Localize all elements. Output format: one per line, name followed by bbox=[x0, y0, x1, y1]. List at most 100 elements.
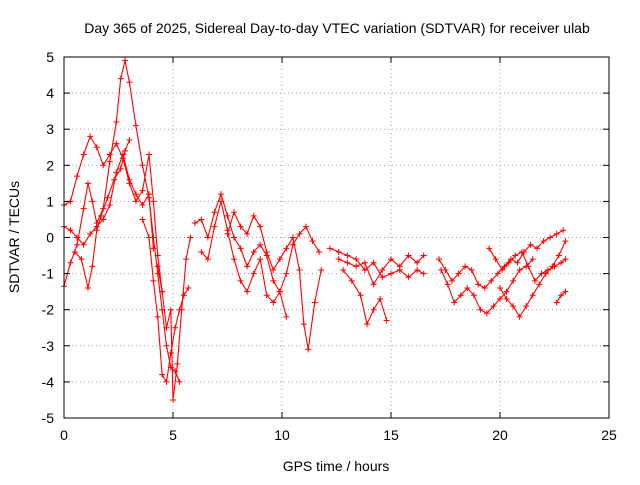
data-point bbox=[67, 227, 74, 234]
series-line bbox=[499, 240, 566, 318]
y-tick-label: -4 bbox=[42, 374, 55, 390]
data-point bbox=[379, 274, 386, 281]
data-point bbox=[204, 234, 211, 241]
data-point bbox=[449, 277, 456, 284]
data-point bbox=[344, 259, 351, 266]
data-point bbox=[172, 324, 179, 331]
data-point bbox=[224, 230, 231, 237]
data-point bbox=[126, 137, 133, 144]
data-point bbox=[198, 216, 205, 223]
data-point bbox=[198, 248, 205, 255]
data-point bbox=[67, 259, 74, 266]
data-point bbox=[464, 285, 471, 292]
data-point bbox=[420, 252, 427, 259]
data-point bbox=[516, 313, 523, 320]
y-tick-label: 1 bbox=[46, 193, 54, 209]
data-point bbox=[414, 259, 421, 266]
data-point bbox=[98, 212, 105, 219]
data-point bbox=[534, 245, 541, 252]
data-point bbox=[100, 162, 107, 169]
data-point bbox=[503, 295, 510, 302]
data-point bbox=[257, 223, 264, 230]
data-point bbox=[283, 245, 290, 252]
x-tick-label: 10 bbox=[274, 427, 290, 443]
y-tick-label: -1 bbox=[42, 266, 55, 282]
data-point bbox=[224, 212, 231, 219]
data-point bbox=[316, 248, 323, 255]
data-point bbox=[204, 256, 211, 263]
data-point bbox=[132, 122, 139, 129]
data-point bbox=[176, 378, 183, 385]
data-point bbox=[100, 216, 107, 223]
data-point bbox=[244, 263, 251, 270]
data-point bbox=[510, 277, 517, 284]
data-point bbox=[492, 256, 499, 263]
data-point bbox=[370, 306, 377, 313]
series-sat-f bbox=[154, 234, 194, 403]
data-point bbox=[132, 191, 139, 198]
data-point bbox=[117, 75, 124, 82]
x-tick-label: 25 bbox=[601, 427, 617, 443]
y-tick-label: -3 bbox=[42, 338, 55, 354]
data-point bbox=[353, 256, 360, 263]
series-sat-e bbox=[139, 216, 192, 385]
data-point bbox=[93, 227, 100, 234]
data-point bbox=[104, 194, 111, 201]
series-sat-o bbox=[486, 245, 569, 284]
data-point bbox=[309, 238, 316, 245]
data-point bbox=[497, 295, 503, 302]
data-point bbox=[183, 256, 190, 263]
data-point bbox=[89, 263, 96, 270]
data-point bbox=[211, 209, 218, 216]
data-point bbox=[217, 191, 224, 198]
data-point bbox=[553, 230, 560, 237]
data-point bbox=[172, 368, 179, 375]
data-point bbox=[106, 202, 113, 209]
data-point bbox=[283, 313, 290, 320]
x-tick-label: 5 bbox=[169, 427, 177, 443]
series-line bbox=[226, 211, 322, 350]
data-point bbox=[361, 266, 368, 273]
series-line bbox=[200, 200, 287, 318]
data-point bbox=[302, 223, 309, 230]
data-point bbox=[132, 198, 139, 205]
data-point bbox=[455, 270, 462, 277]
data-point bbox=[187, 234, 194, 241]
y-tick-label: 4 bbox=[46, 85, 54, 101]
data-point bbox=[383, 317, 390, 324]
data-point bbox=[518, 248, 525, 255]
data-point bbox=[257, 256, 264, 263]
data-point bbox=[457, 292, 464, 299]
data-point bbox=[490, 303, 497, 310]
data-point bbox=[163, 324, 170, 331]
data-point bbox=[468, 266, 475, 273]
data-point bbox=[71, 248, 78, 255]
data-point bbox=[555, 252, 562, 259]
data-point bbox=[523, 303, 530, 310]
series-sat-b bbox=[61, 133, 166, 295]
data-point bbox=[180, 292, 187, 299]
ticks bbox=[63, 56, 610, 419]
data-point bbox=[348, 277, 355, 284]
data-point bbox=[270, 299, 277, 306]
data-point bbox=[217, 198, 224, 205]
data-point bbox=[525, 263, 532, 270]
data-point bbox=[529, 256, 536, 263]
data-point bbox=[514, 259, 521, 266]
data-point bbox=[542, 270, 549, 277]
data-point bbox=[167, 306, 174, 313]
data-point bbox=[231, 256, 238, 263]
data-point bbox=[420, 270, 427, 277]
data-point bbox=[250, 212, 257, 219]
data-point bbox=[488, 277, 495, 284]
data-point bbox=[531, 277, 538, 284]
data-point bbox=[512, 252, 519, 259]
data-point bbox=[505, 259, 512, 266]
data-point bbox=[435, 256, 442, 263]
data-point bbox=[414, 266, 421, 273]
data-point bbox=[396, 266, 403, 273]
data-point bbox=[558, 259, 565, 266]
data-point bbox=[510, 303, 517, 310]
